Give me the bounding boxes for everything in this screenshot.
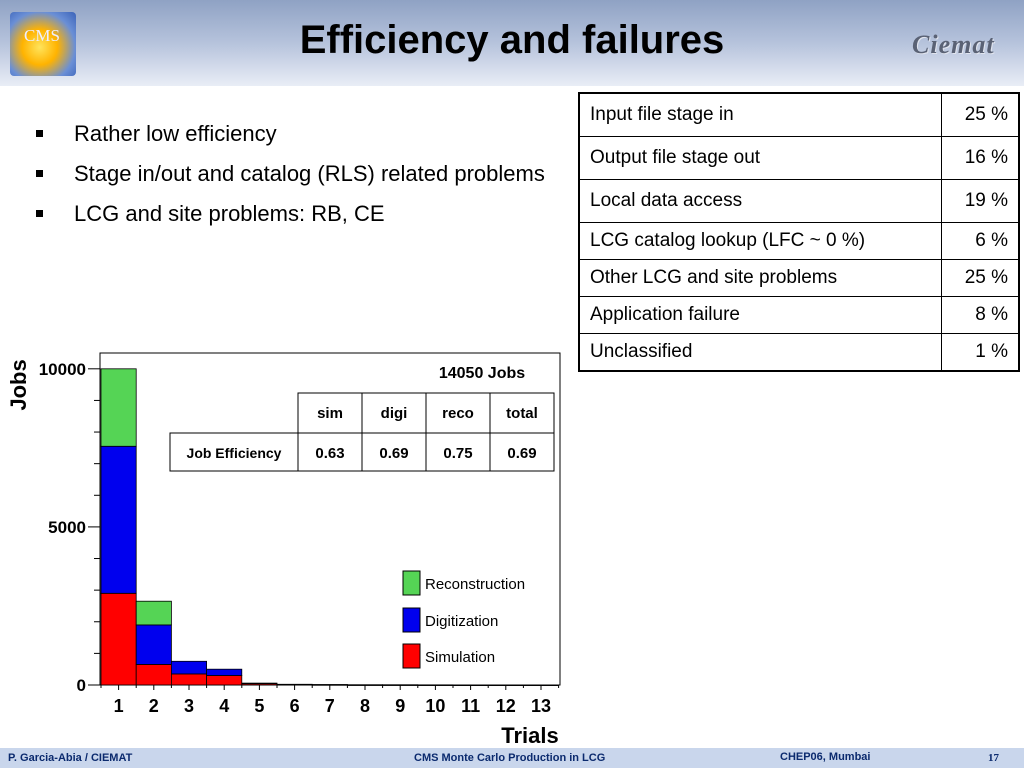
- x-tick-label: 10: [425, 696, 445, 716]
- table-row: Local data access 19 %: [578, 179, 1020, 223]
- bar-simulation-trial-3: [170, 673, 207, 686]
- jobs-annotation: 14050 Jobs: [439, 365, 525, 382]
- legend-swatch-reconstruction: [402, 570, 421, 596]
- failure-value: 16 %: [941, 136, 1020, 180]
- plot-frame: [99, 352, 561, 686]
- failure-value: 19 %: [941, 179, 1020, 223]
- bullet-list: Rather low efficiency Stage in/out and c…: [36, 118, 556, 238]
- cms-logo-text: CMS: [24, 26, 60, 45]
- bar-reconstruction-trial-2: [135, 600, 172, 626]
- y-tick-label: 5000: [48, 518, 86, 537]
- x-tick-label: 8: [360, 696, 370, 716]
- legend-swatch-simulation: [402, 643, 421, 669]
- eff-value-sim: 0.63: [315, 445, 344, 462]
- table-row: Other LCG and site problems 25 %: [578, 259, 1020, 297]
- bar-simulation-trial-4: [206, 675, 243, 686]
- footer-author: P. Garcia-Abia / CIEMAT: [8, 752, 133, 764]
- footer-page-number: 17: [988, 752, 999, 764]
- bar-digitization-trial-3: [170, 660, 207, 675]
- x-tick-label: 1: [114, 696, 124, 716]
- failure-value: 6 %: [941, 222, 1020, 260]
- ciemat-logo: Ciemat: [912, 30, 995, 59]
- bar-digitization-trial-5: [241, 682, 278, 685]
- efficiency-table: [169, 392, 555, 472]
- x-tick-label: 2: [149, 696, 159, 716]
- legend-swatch-digitization: [402, 607, 421, 633]
- x-tick-label: 6: [290, 696, 300, 716]
- eff-value-reco: 0.75: [443, 445, 472, 462]
- bullet-item: LCG and site problems: RB, CE: [36, 198, 556, 229]
- y-tick-label: 10000: [39, 360, 86, 379]
- table-row: Output file stage out 16 %: [578, 136, 1020, 180]
- bar-digitization-trial-4: [206, 668, 243, 676]
- table-row: Application failure 8 %: [578, 296, 1020, 334]
- slide-footer: P. Garcia-Abia / CIEMAT CMS Monte Carlo …: [0, 748, 1024, 768]
- eff-header-reco: reco: [442, 405, 474, 422]
- x-tick-label: 12: [496, 696, 516, 716]
- eff-row-label: Job Efficiency: [187, 445, 282, 461]
- y-tick-label: 0: [77, 676, 86, 695]
- x-tick-label: 9: [395, 696, 405, 716]
- bar-digitization-trial-1: [100, 445, 137, 594]
- bullet-item: Stage in/out and catalog (RLS) related p…: [36, 158, 556, 189]
- x-tick-label: 3: [184, 696, 194, 716]
- bar-digitization-trial-6: [276, 683, 313, 686]
- slide-header: CMS Efficiency and failures Ciemat: [0, 0, 1024, 86]
- failure-value: 8 %: [941, 296, 1020, 334]
- failure-label: Application failure: [578, 296, 942, 334]
- failure-label: LCG catalog lookup (LFC ~ 0 %): [578, 222, 942, 260]
- legend-label-digitization: Digitization: [425, 613, 498, 630]
- footer-talk-title: CMS Monte Carlo Production in LCG: [414, 752, 606, 764]
- failure-table: Input file stage in 25 % Output file stag…: [578, 92, 1020, 372]
- bar-simulation-trial-2: [135, 664, 172, 686]
- legend-label-reconstruction: Reconstruction: [425, 576, 525, 593]
- failure-label: Unclassified: [578, 333, 942, 372]
- slide-title: Efficiency and failures: [299, 18, 725, 62]
- chart-legend: Reconstruction Digitization Simulation: [402, 570, 525, 669]
- legend-label-simulation: Simulation: [425, 649, 495, 666]
- x-axis-label: Trials: [501, 723, 558, 748]
- eff-value-total: 0.69: [507, 445, 536, 462]
- table-row: LCG catalog lookup (LFC ~ 0 %) 6 %: [578, 222, 1020, 260]
- failure-label: Local data access: [578, 179, 942, 223]
- footer-conference: CHEP06, Mumbai: [780, 751, 871, 763]
- failure-label: Output file stage out: [578, 136, 942, 180]
- x-tick-label: 5: [254, 696, 264, 716]
- failure-value: 25 %: [941, 259, 1020, 297]
- x-tick-label: 7: [325, 696, 335, 716]
- eff-header-digi: digi: [381, 405, 408, 422]
- x-tick-label: 13: [531, 696, 551, 716]
- failure-label: Other LCG and site problems: [578, 259, 942, 297]
- bar-simulation-trial-1: [100, 592, 137, 686]
- bar-reconstruction-trial-1: [100, 368, 137, 447]
- table-row: Input file stage in 25 %: [578, 92, 1020, 137]
- x-tick-label: 11: [461, 696, 480, 716]
- eff-header-total: total: [506, 405, 538, 422]
- table-row: Unclassified 1 %: [578, 333, 1020, 372]
- failure-value: 1 %: [941, 333, 1020, 372]
- eff-header-sim: sim: [317, 405, 343, 422]
- bullet-item: Rather low efficiency: [36, 118, 556, 149]
- cms-logo: CMS: [10, 12, 76, 76]
- bar-digitization-trial-2: [135, 624, 172, 665]
- x-tick-label: 4: [219, 696, 229, 716]
- failure-value: 25 %: [941, 92, 1020, 137]
- y-axis-label: Jobs: [6, 359, 31, 410]
- failure-label: Input file stage in: [578, 92, 942, 137]
- eff-value-digi: 0.69: [379, 445, 408, 462]
